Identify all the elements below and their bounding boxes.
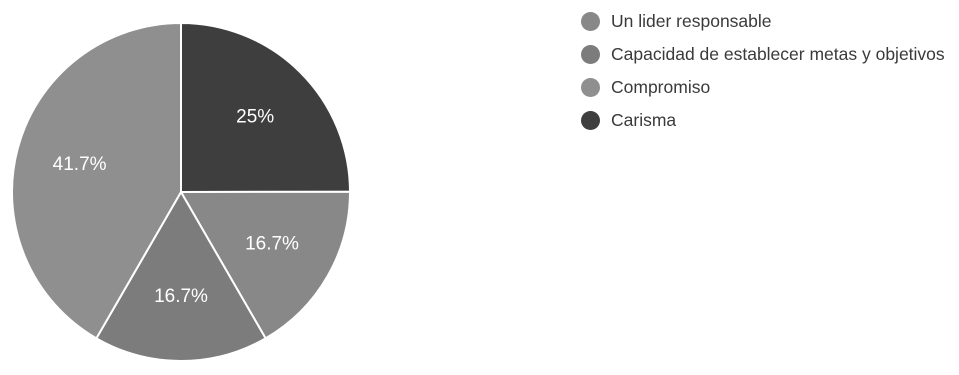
pie-chart: 25% 16.7% 16.7% 41.7% xyxy=(11,21,352,362)
legend-label: Un lider responsable xyxy=(611,11,772,31)
slice-value-label: 16.7% xyxy=(154,286,208,307)
legend-label: Compromiso xyxy=(611,77,711,97)
slice-value-label: 25% xyxy=(236,107,274,128)
pie-slice-carisma xyxy=(180,21,352,194)
slice-value-label: 16.7% xyxy=(245,233,299,254)
legend-swatch xyxy=(581,78,600,97)
pie-slice-un-lider-responsable xyxy=(179,190,352,340)
legend-item-capacidad-de-establecer-metas: Capacidad de establecer metas y objetivo… xyxy=(581,41,953,68)
legend-item-carisma: Carisma xyxy=(581,107,953,134)
legend-label: Capacidad de establecer metas y objetivo… xyxy=(611,44,945,64)
legend-swatch xyxy=(581,111,600,130)
legend-item-compromiso: Compromiso xyxy=(581,74,953,101)
pie-slice-capacidad-de-establecer-metas-y-objetivos xyxy=(95,190,267,362)
pie-slice-compromiso xyxy=(11,21,182,340)
slice-value-label: 41.7% xyxy=(53,154,107,175)
legend-swatch xyxy=(581,12,600,31)
legend-item-un-lider-responsable: Un lider responsable xyxy=(581,8,953,35)
legend-swatch xyxy=(581,45,600,64)
legend: Un lider responsable Capacidad de establ… xyxy=(581,8,953,140)
legend-label: Carisma xyxy=(611,110,677,130)
